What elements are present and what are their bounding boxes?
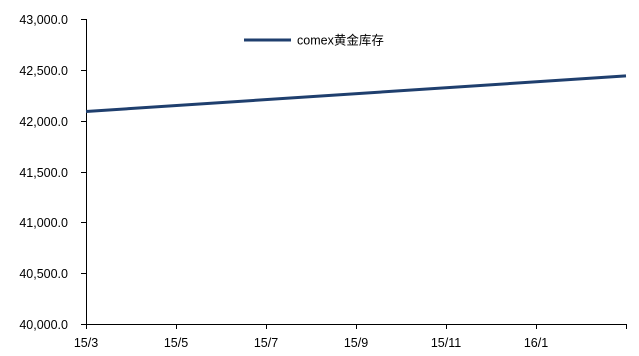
x-tick-label: 16/1 <box>524 336 548 350</box>
series-line <box>85 74 627 113</box>
y-tick-label: 41,000.0 <box>19 216 68 230</box>
series-layer <box>85 74 627 113</box>
y-tick-label: 40,500.0 <box>19 267 68 281</box>
x-tick-label: 15/7 <box>254 336 278 350</box>
x-tick-label: 15/5 <box>164 336 188 350</box>
legend-label: comex黄金库存 <box>297 33 384 48</box>
x-tick-label: 15/9 <box>344 336 368 350</box>
y-tick-label: 40,000.0 <box>19 318 68 332</box>
legend: comex黄金库存 <box>244 33 384 48</box>
y-tick-label: 43,000.0 <box>19 13 68 27</box>
y-tick-label: 41,500.0 <box>19 166 68 180</box>
y-tick-label: 42,000.0 <box>19 115 68 129</box>
y-tick-label: 42,500.0 <box>19 64 68 78</box>
x-axis: 15/3 15/5 15/7 15/9 15/11 16/1 <box>74 324 627 350</box>
x-tick-label: 15/11 <box>431 336 461 350</box>
y-axis: 40,000.0 40,500.0 41,000.0 41,500.0 42,000.0… <box>19 13 87 332</box>
x-tick-label: 15/3 <box>74 336 98 350</box>
